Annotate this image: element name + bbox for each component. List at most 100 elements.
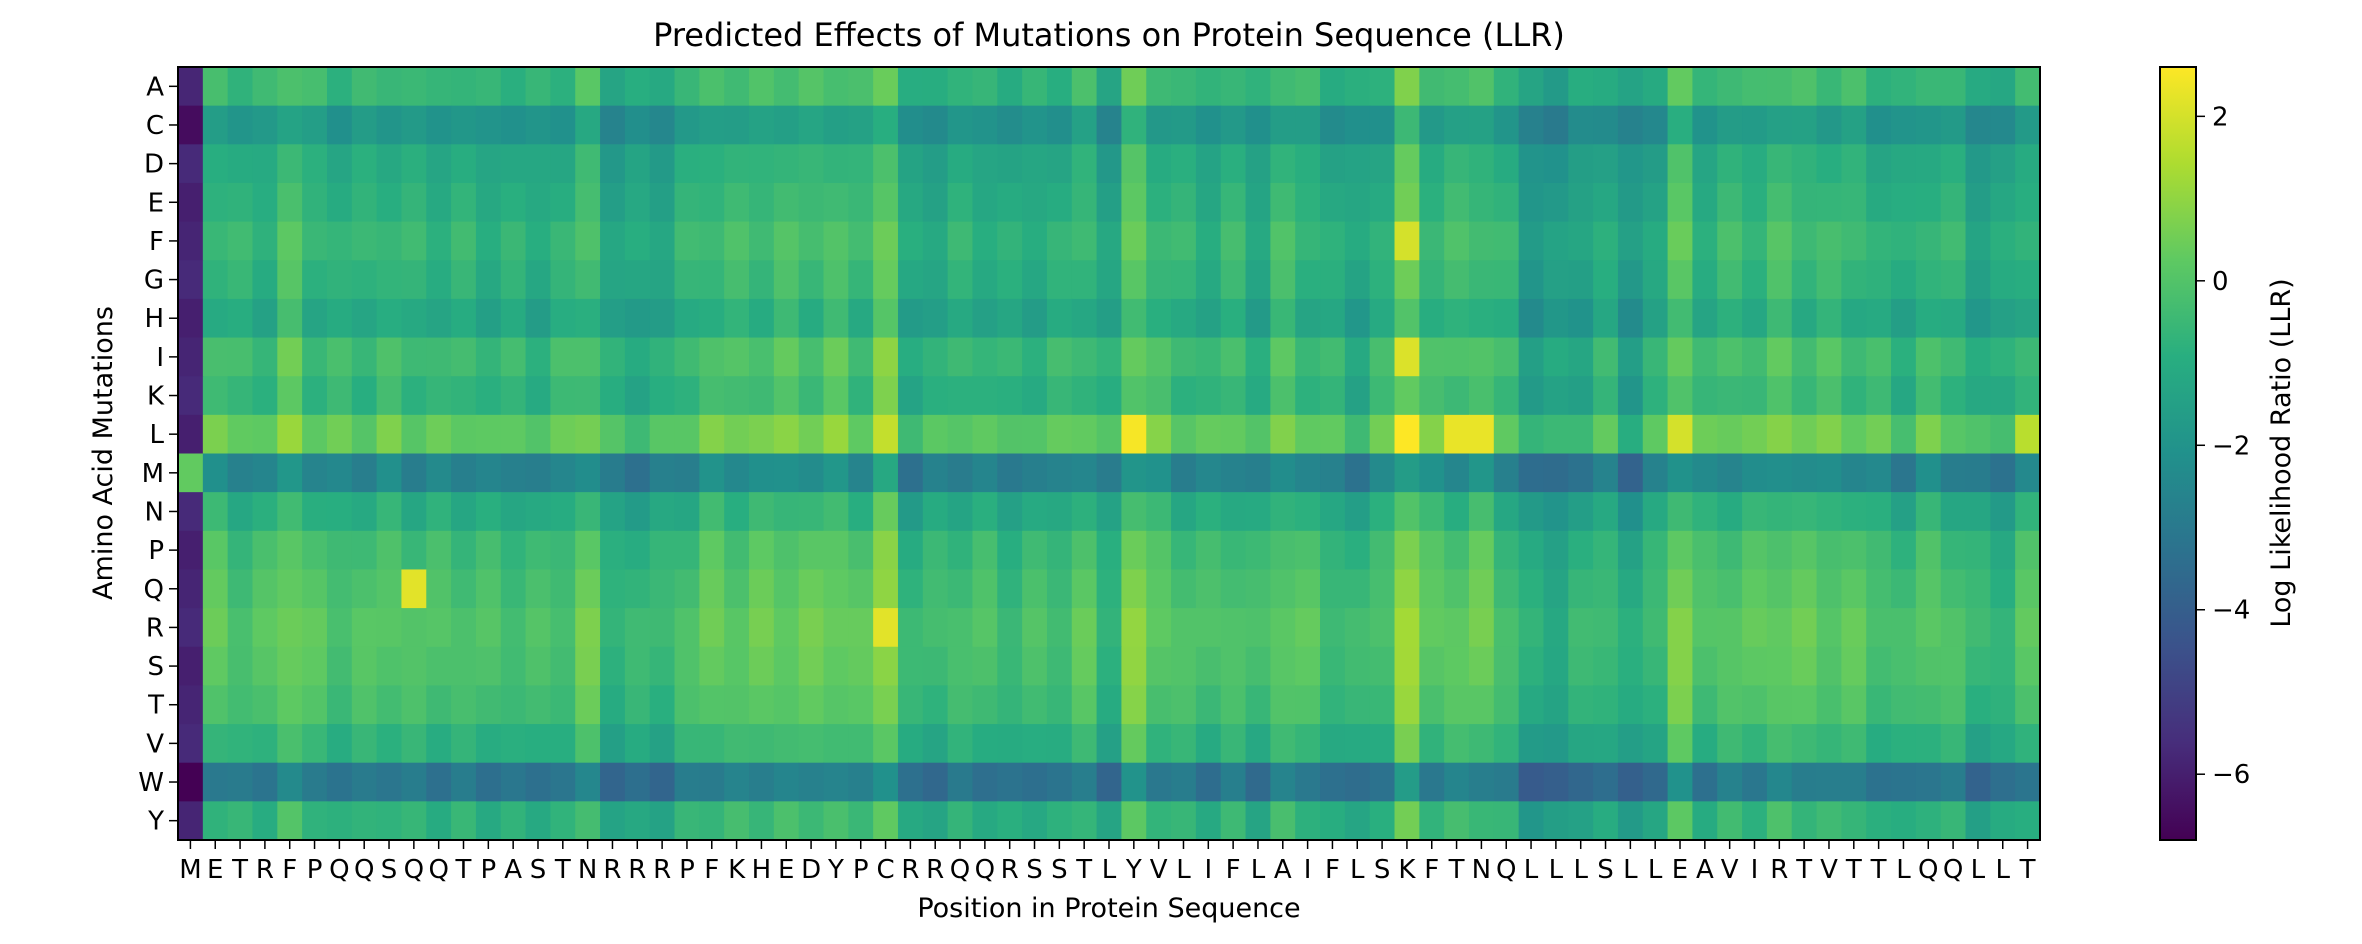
heatmap-cell xyxy=(1642,801,1669,841)
heatmap-cell xyxy=(1667,105,1694,145)
heatmap-cell xyxy=(798,724,825,764)
heatmap-cell xyxy=(451,221,477,261)
x-tick-label: L xyxy=(1996,855,2011,885)
heatmap-cell xyxy=(302,105,328,145)
x-tick-label: I xyxy=(1751,855,1759,885)
heatmap-cell xyxy=(674,144,700,184)
heatmap-cell xyxy=(2015,298,2041,339)
heatmap-cell xyxy=(1742,105,1768,145)
heatmap-cell xyxy=(1444,376,1470,416)
heatmap-cell xyxy=(1071,569,1098,609)
heatmap-cell xyxy=(1841,492,1867,532)
heatmap-cell xyxy=(1915,685,1942,725)
heatmap-cell xyxy=(426,337,452,377)
x-tick-label: F xyxy=(1226,855,1241,885)
heatmap-cell xyxy=(848,182,874,223)
heatmap-cell xyxy=(1493,144,1520,184)
heatmap-cell xyxy=(277,105,303,145)
heatmap-cell xyxy=(972,105,998,145)
heatmap-cell xyxy=(1195,492,1222,532)
heatmap-cell xyxy=(1468,182,1495,223)
heatmap-cell xyxy=(1071,608,1098,648)
heatmap-cell xyxy=(749,260,775,300)
heatmap-cell xyxy=(525,337,551,377)
heatmap-cell xyxy=(1617,260,1644,300)
heatmap-cell xyxy=(1071,260,1098,300)
heatmap-cell xyxy=(1270,144,1296,184)
heatmap-cell xyxy=(1816,376,1842,416)
heatmap-cell xyxy=(2015,144,2041,184)
heatmap-cell xyxy=(277,182,303,223)
heatmap-cell xyxy=(1121,685,1147,725)
heatmap-cell xyxy=(1444,67,1470,107)
heatmap-cell xyxy=(1468,569,1495,609)
heatmap-cell xyxy=(401,569,427,609)
y-tick-label: A xyxy=(146,72,164,102)
heatmap-cell xyxy=(351,801,378,841)
heatmap-cell xyxy=(947,105,974,145)
heatmap-cell xyxy=(1146,569,1172,609)
colorbar-label: Log Likelihood Ratio (LLR) xyxy=(2266,278,2297,627)
heatmap-cell xyxy=(1419,569,1445,609)
heatmap-cell xyxy=(277,724,303,764)
heatmap-cell xyxy=(1791,801,1818,841)
heatmap-cell xyxy=(922,762,949,802)
heatmap-cell xyxy=(823,724,849,764)
heatmap-cell xyxy=(401,762,427,802)
heatmap-cell xyxy=(227,67,254,107)
heatmap-cell xyxy=(1891,221,1917,261)
heatmap-cell xyxy=(1866,685,1892,725)
heatmap-cell xyxy=(674,453,700,493)
heatmap-cell xyxy=(823,105,849,145)
heatmap-cell xyxy=(1940,569,1967,609)
heatmap-cell xyxy=(1593,569,1619,609)
heatmap-cell xyxy=(1841,67,1867,107)
heatmap-cell xyxy=(600,569,626,609)
heatmap-cell xyxy=(2015,105,2041,145)
heatmap-cell xyxy=(823,762,849,802)
heatmap-cell xyxy=(1915,762,1942,802)
heatmap-cell xyxy=(178,646,204,686)
heatmap-cell xyxy=(1593,762,1619,802)
heatmap-cell xyxy=(1692,608,1718,648)
heatmap-cell xyxy=(649,298,676,339)
x-tick-label: S xyxy=(530,855,547,885)
heatmap-cell xyxy=(624,337,651,377)
heatmap-cell xyxy=(1593,801,1619,841)
heatmap-cell xyxy=(624,67,651,107)
heatmap-cell xyxy=(1692,337,1718,377)
heatmap-cell xyxy=(2015,685,2041,725)
heatmap-cell xyxy=(897,492,924,532)
heatmap-cell xyxy=(1692,569,1718,609)
heatmap-cell xyxy=(1394,530,1420,571)
heatmap-cell xyxy=(1692,298,1718,339)
heatmap-cell xyxy=(1444,337,1470,377)
heatmap-cell xyxy=(1394,376,1420,416)
heatmap-cell xyxy=(1121,221,1147,261)
heatmap-cell xyxy=(1518,260,1545,300)
y-tick-label: F xyxy=(149,227,164,257)
heatmap-cell xyxy=(1866,762,1892,802)
heatmap-cell xyxy=(1146,530,1172,571)
heatmap-cell xyxy=(897,105,924,145)
heatmap-cell xyxy=(1593,105,1619,145)
heatmap-cell xyxy=(401,608,427,648)
heatmap-cell xyxy=(376,685,403,725)
heatmap-cell xyxy=(1394,221,1420,261)
heatmap-cell xyxy=(1915,182,1942,223)
heatmap-cell xyxy=(1022,453,1048,493)
heatmap-cell xyxy=(1717,337,1743,377)
heatmap-cell xyxy=(724,67,750,107)
x-tick-label: T xyxy=(231,855,248,885)
heatmap-cell xyxy=(649,530,676,571)
heatmap-cell xyxy=(1593,144,1619,184)
heatmap-cell xyxy=(1617,569,1644,609)
heatmap-cell xyxy=(1419,646,1445,686)
heatmap-cell xyxy=(1642,569,1669,609)
heatmap-cell xyxy=(1791,685,1818,725)
heatmap-cell xyxy=(848,608,874,648)
heatmap-cell xyxy=(1990,453,2016,493)
heatmap-cell xyxy=(227,105,254,145)
x-tick-label: P xyxy=(853,855,869,885)
